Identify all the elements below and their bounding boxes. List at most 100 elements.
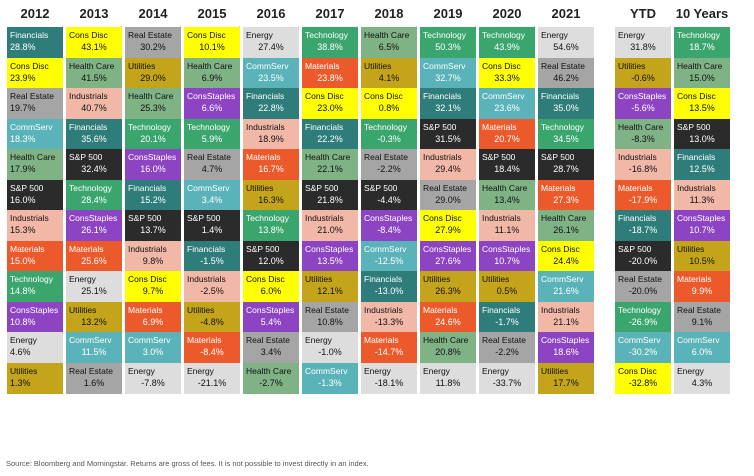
- cell-2020-materials: Materials 20.7%: [479, 118, 535, 150]
- sector-label: Industrials: [423, 152, 462, 162]
- return-value: 12.5%: [689, 164, 715, 174]
- return-value: 40.7%: [81, 103, 107, 113]
- sector-label: S&P 500: [128, 213, 162, 223]
- return-value: 31.5%: [435, 133, 461, 144]
- return-value: 16.0%: [140, 164, 166, 174]
- return-value: 29.4%: [435, 164, 461, 174]
- return-value: -1.7%: [495, 316, 519, 327]
- cell-2014-consstaples: ConsStaples 16.0%: [125, 149, 181, 180]
- sector-label: ConsStaples: [364, 213, 413, 223]
- return-value: 15.2%: [140, 194, 166, 205]
- cell-2016-consstaples: ConsStaples 5.4%: [243, 301, 299, 333]
- return-value: 5.4%: [260, 316, 282, 327]
- return-value: 12.1%: [317, 286, 343, 296]
- sector-label: CommServ: [69, 335, 112, 345]
- sector-label: S&P 500: [305, 182, 339, 193]
- return-value: 26.1%: [553, 225, 579, 235]
- return-value: -21.1%: [197, 377, 227, 388]
- cell-2014-industrials: Industrials 9.8%: [125, 240, 181, 272]
- cell-2019-materials: Materials 24.6%: [420, 301, 476, 333]
- return-value: 26.3%: [435, 286, 461, 296]
- return-value: -4.4%: [377, 194, 401, 205]
- return-value: 11.3%: [689, 194, 715, 205]
- cell-2013-industrials: Industrials 40.7%: [66, 88, 122, 119]
- sector-label: Financials: [305, 121, 344, 132]
- return-value: 10.5%: [689, 255, 715, 266]
- sector-label: Materials: [305, 60, 340, 71]
- cell-2020-consstaples: ConsStaples 10.7%: [479, 240, 535, 272]
- sector-label: Real Estate: [618, 274, 662, 284]
- return-value: 18.6%: [553, 347, 579, 357]
- cell-2019-health-care: Health Care 20.8%: [420, 332, 476, 363]
- sector-label: Real Estate: [128, 30, 172, 40]
- return-value: 21.8%: [317, 194, 343, 205]
- cell-2016-financials: Financials 22.8%: [243, 88, 299, 119]
- return-value: -13.0%: [374, 286, 404, 296]
- return-value: -2.2%: [495, 347, 519, 357]
- cell-10-years-financials: Financials 12.5%: [674, 149, 730, 180]
- sector-label: Energy: [541, 30, 568, 40]
- cell-2020-cons-disc: Cons Disc 33.3%: [479, 57, 535, 89]
- cell-2017-energy: Energy -1.0%: [302, 332, 358, 363]
- return-value: 9.7%: [142, 286, 164, 296]
- sector-label: Energy: [305, 335, 332, 345]
- cell-2021-real-estate: Real Estate 46.2%: [538, 57, 594, 89]
- cell-2020-real-estate: Real Estate -2.2%: [479, 332, 535, 363]
- sector-label: Materials: [541, 182, 576, 193]
- cell-10-years-industrials: Industrials 11.3%: [674, 179, 730, 211]
- cell-2019-sandp-500: S&P 500 31.5%: [420, 118, 476, 150]
- sector-label: Materials: [364, 335, 399, 345]
- sector-label: Industrials: [246, 121, 285, 132]
- cell-2020-industrials: Industrials 11.1%: [479, 210, 535, 241]
- sector-label: S&P 500: [677, 121, 711, 132]
- cell-2013-cons-disc: Cons Disc 43.1%: [66, 27, 122, 58]
- sector-label: Materials: [128, 304, 163, 315]
- cell-2016-utilities: Utilities 16.3%: [243, 179, 299, 211]
- sector-label: ConsStaples: [246, 304, 295, 315]
- sector-label: Financials: [677, 152, 716, 162]
- column-header-2012: 2012: [20, 6, 50, 21]
- return-value: 6.9%: [142, 316, 164, 327]
- cell-2017-technology: Technology 38.8%: [302, 27, 358, 58]
- sector-label: S&P 500: [618, 243, 652, 254]
- sector-label: Energy: [677, 365, 704, 376]
- sector-label: Industrials: [364, 304, 403, 315]
- return-value: 6.6%: [201, 103, 223, 113]
- sector-label: Financials: [364, 274, 403, 284]
- cell-2017-commserv: CommServ -1.3%: [302, 362, 358, 394]
- return-value: -13.3%: [374, 316, 404, 327]
- cell-2012-industrials: Industrials 15.3%: [7, 210, 63, 241]
- cell-2018-real-estate: Real Estate -2.2%: [361, 149, 417, 180]
- sector-label: ConsStaples: [10, 304, 59, 315]
- cell-2019-technology: Technology 50.3%: [420, 27, 476, 58]
- return-value: 11.8%: [435, 377, 461, 388]
- sector-label: Utilities: [128, 60, 156, 71]
- cell-2018-cons-disc: Cons Disc 0.8%: [361, 88, 417, 119]
- return-value: 10.7%: [494, 255, 520, 266]
- sector-label: Technology: [128, 121, 172, 132]
- return-value: 27.9%: [435, 225, 461, 235]
- cell-2015-materials: Materials -8.4%: [184, 332, 240, 363]
- return-value: 13.0%: [689, 133, 715, 144]
- return-value: 21.6%: [553, 286, 579, 296]
- sector-label: CommServ: [482, 91, 525, 101]
- cell-2018-financials: Financials -13.0%: [361, 271, 417, 302]
- sector-label: Utilities: [10, 365, 38, 376]
- cell-2014-commserv: CommServ 3.0%: [125, 332, 181, 363]
- cell-2012-technology: Technology 14.8%: [7, 271, 63, 302]
- cell-2017-cons-disc: Cons Disc 23.0%: [302, 88, 358, 119]
- cell-2015-commserv: CommServ 3.4%: [184, 179, 240, 211]
- cell-2013-consstaples: ConsStaples 26.1%: [66, 210, 122, 241]
- cell-2016-cons-disc: Cons Disc 6.0%: [243, 271, 299, 302]
- cell-2013-sandp-500: S&P 500 32.4%: [66, 149, 122, 180]
- return-value: 27.4%: [258, 42, 284, 52]
- cell-2012-energy: Energy 4.6%: [7, 332, 63, 363]
- cell-10-years-commserv: CommServ 6.0%: [674, 332, 730, 363]
- return-value: 13.5%: [689, 103, 715, 113]
- return-value: 32.4%: [81, 164, 107, 174]
- cell-2012-financials: Financials 28.8%: [7, 27, 63, 58]
- sector-label: CommServ: [423, 60, 466, 71]
- cell-2015-health-care: Health Care 6.9%: [184, 57, 240, 89]
- cell-2016-technology: Technology 13.8%: [243, 210, 299, 241]
- return-value: -8.4%: [377, 225, 401, 235]
